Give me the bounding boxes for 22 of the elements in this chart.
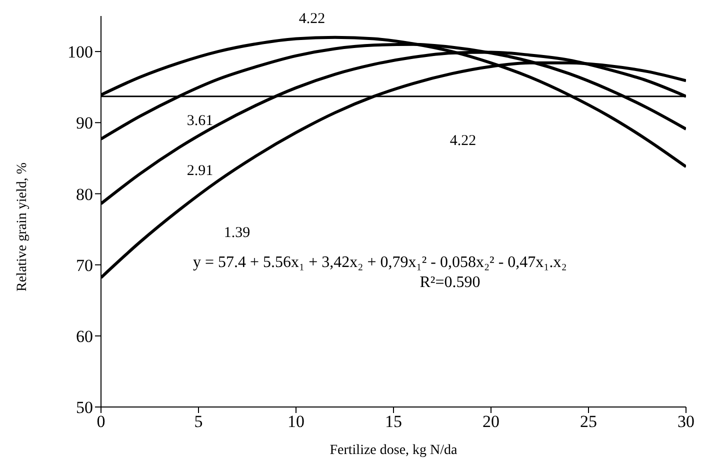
- y-tick-label: 80: [76, 184, 93, 204]
- y-tick-label: 50: [76, 398, 93, 418]
- annotation: 4.22: [298, 11, 326, 27]
- x-tick-label: 25: [580, 412, 597, 432]
- y-tick-label: 100: [68, 42, 93, 62]
- x-tick-label: 10: [288, 412, 304, 432]
- annotation: R²=0.590: [420, 274, 480, 291]
- annotation: 3.61: [186, 113, 214, 129]
- annotation: 4.22: [450, 133, 476, 149]
- x-tick-label: 0: [96, 412, 106, 432]
- x-tick-label: 5: [194, 412, 203, 432]
- y-tick-label: 90: [76, 114, 93, 133]
- x-tick-label: 30: [678, 412, 694, 432]
- annotation: y = 57.4 + 5.56x₁ + 3,42x₂ + 0,79x₁² - 0,058x₂² - 0,47x₁.x₂: [193, 254, 567, 271]
- y-tick-label: 60: [76, 326, 93, 346]
- annotation: 1.39: [224, 225, 250, 241]
- x-tick-label: 15: [385, 412, 402, 432]
- annotation: 2.91: [186, 163, 214, 179]
- y-tick-label: 70: [76, 256, 93, 275]
- x-tick-label: 20: [482, 412, 500, 432]
- x-axis-title: Fertilize dose, kg N/da: [330, 443, 458, 458]
- y-axis-title: Relative grain yield, %: [14, 162, 30, 292]
